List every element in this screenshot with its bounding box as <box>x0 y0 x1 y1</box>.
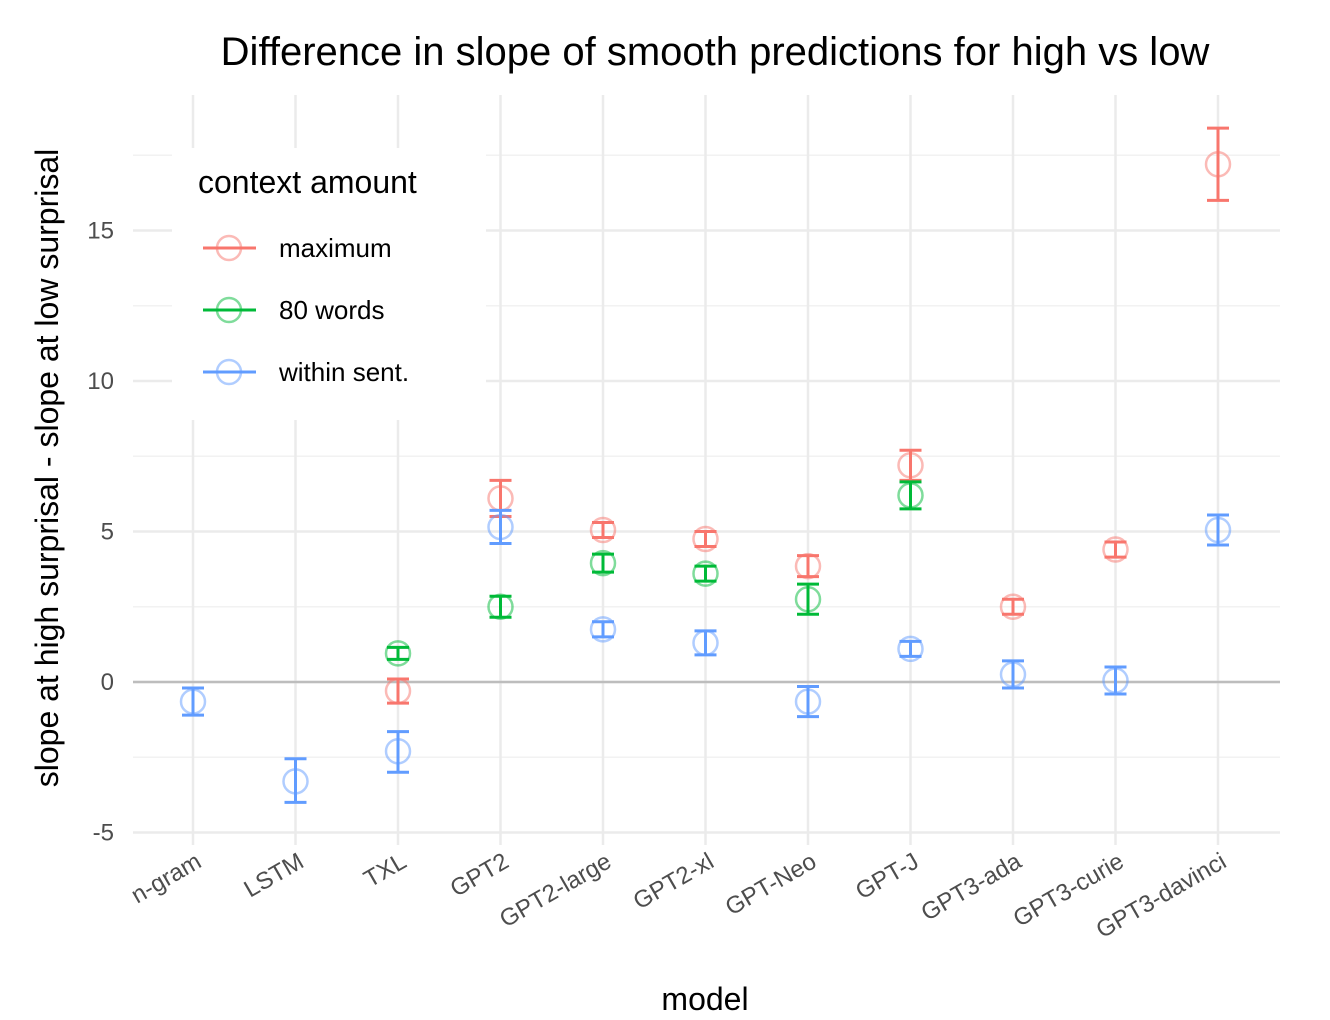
data-point <box>384 677 412 705</box>
y-tick-label: 15 <box>87 218 114 245</box>
legend-items: maximum 80 words within sent. <box>203 233 409 387</box>
y-tick-label: 5 <box>101 519 114 546</box>
legend-label: maximum <box>279 233 392 263</box>
data-point <box>589 516 617 544</box>
y-tick-label: 0 <box>101 669 114 696</box>
legend-background <box>172 148 486 420</box>
legend-key-circle <box>215 358 243 386</box>
legend-title: context amount <box>198 164 417 200</box>
data-point <box>794 552 822 580</box>
x-tick-label: GPT2-xl <box>629 848 719 915</box>
data-point <box>897 635 924 663</box>
data-point <box>589 549 617 577</box>
data-point <box>384 737 412 765</box>
y-tick-labels: -5 0 5 10 15 <box>87 218 114 847</box>
data-point <box>282 768 309 795</box>
legend-key-circle <box>215 296 243 324</box>
y-axis-title: slope at high surprisal - slope at low s… <box>29 149 65 788</box>
data-point <box>794 688 822 715</box>
x-tick-label: GPT2-large <box>495 848 616 933</box>
data-point <box>692 525 719 553</box>
x-tick-label: GPT3-ada <box>917 847 1027 926</box>
data-point <box>692 629 719 657</box>
legend-key-circle <box>215 234 243 262</box>
data-point <box>487 513 514 541</box>
legend-label: within sent. <box>278 357 409 387</box>
x-tick-label: GPT2 <box>446 848 514 903</box>
data-point <box>589 616 617 643</box>
data-marks <box>179 126 1232 804</box>
legend: context amount maximum 80 words within sen… <box>172 148 486 420</box>
x-tick-label: TXL <box>359 848 411 893</box>
y-tick-label: -5 <box>93 820 114 847</box>
x-tick-label: GPT-Neo <box>721 848 821 921</box>
x-axis-title: model <box>661 981 748 1017</box>
x-tick-label: n-gram <box>127 848 206 909</box>
data-point <box>1204 151 1232 178</box>
legend-label: 80 words <box>279 295 385 325</box>
y-tick-label: 10 <box>87 368 114 395</box>
data-point <box>692 560 719 587</box>
data-point <box>794 585 822 613</box>
data-point <box>179 688 207 715</box>
data-point <box>487 593 514 620</box>
data-point <box>1102 536 1129 563</box>
data-point <box>897 482 924 509</box>
data-point <box>1204 516 1232 544</box>
data-point <box>897 452 924 479</box>
data-point <box>999 593 1027 620</box>
x-tick-label: LSTM <box>240 848 309 903</box>
chart-title: Difference in slope of smooth prediction… <box>221 30 1210 74</box>
data-point <box>1102 667 1129 694</box>
data-point <box>384 640 412 667</box>
x-tick-label: GPT-J <box>851 848 923 905</box>
data-point <box>999 661 1027 688</box>
